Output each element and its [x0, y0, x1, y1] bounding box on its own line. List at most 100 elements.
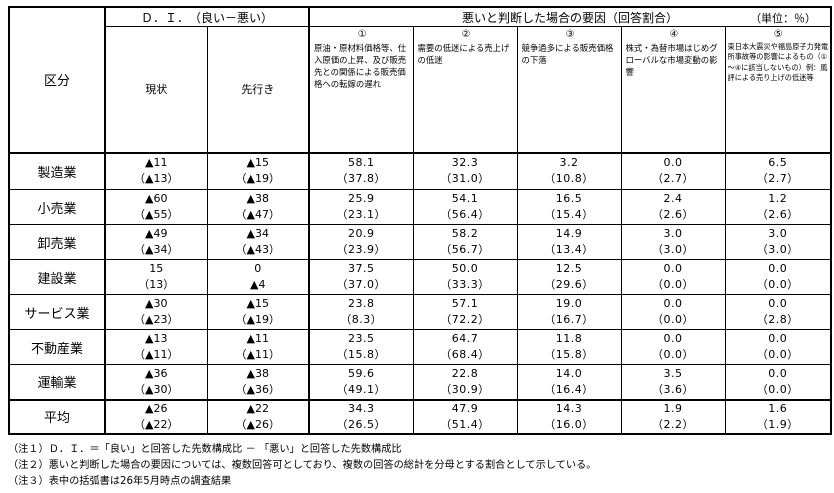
- reason-1-cell: 34.3 （26.5）: [308, 398, 414, 435]
- reason-4-number: ④: [669, 29, 679, 40]
- di-future-cell: ▲38 （▲47）: [206, 189, 310, 225]
- table-row: 小売業 ▲60 （▲55） ▲38 （▲47） 25.9 （23.1） 54.1 （56…: [8, 189, 833, 225]
- reason-1-cell: 58.1 （37.8）: [308, 151, 414, 190]
- table-row: 不動産業 ▲13 （▲11） ▲11 （▲11） 23.5 （15.8） 64.7 （6…: [8, 329, 833, 365]
- footnote-1: （注１）Ｄ．Ｉ．＝「良い」と回答した先数構成比 － 「悪い」と回答した先数構成比: [8, 444, 402, 455]
- reason-2-cell: 57.1 （72.2）: [412, 294, 518, 330]
- row-category: 製造業: [8, 151, 106, 190]
- reason-4-cell: 2.4 （2.6）: [620, 189, 726, 225]
- reason-2-cell: 47.9 （51.4）: [412, 398, 518, 435]
- di-current-cell: ▲36 （▲30）: [104, 364, 208, 400]
- reason-4-cell: 3.5 （3.6）: [620, 364, 726, 400]
- table-row: 製造業 ▲11 （▲13） ▲15 （▲19） 58.1 （37.8） 32.3 （31…: [8, 151, 833, 190]
- di-current-cell: ▲13 （▲11）: [104, 329, 208, 365]
- reason-5-number: ⑤: [773, 29, 783, 40]
- di-current-cell: ▲26 （▲22）: [104, 398, 208, 435]
- reason-1-cell: 59.6 （49.1）: [308, 364, 414, 400]
- reason-1-cell: 37.5 （37.0）: [308, 259, 414, 295]
- reason-5-label: 東日本大震災や福島原子力発電所事故等の影響によるもの（①～④に該当しないもの）例…: [727, 42, 829, 83]
- reason-3-cell: 3.2 （10.8）: [516, 151, 622, 190]
- row-category: 運輸業: [8, 364, 106, 400]
- di-future-cell: 0 ▲4: [206, 259, 310, 295]
- reason-5-header: ⑤ 東日本大震災や福島原子力発電所事故等の影響によるもの（①～④に該当しないもの…: [724, 26, 833, 153]
- table-row: 卸売業 ▲49 （▲34） ▲34 （▲43） 20.9 （23.9） 58.2 （56…: [8, 224, 833, 260]
- di-table: 区分 Ｄ．Ｉ． （良い－悪い） 悪いと判断した場合の要因（回答割合） （単位：％…: [8, 6, 833, 435]
- unit-label: （単位：％）: [750, 12, 817, 25]
- di-current-cell: ▲49 （▲34）: [104, 224, 208, 260]
- row-category: 不動産業: [8, 329, 106, 365]
- di-future-cell: ▲34 （▲43）: [206, 224, 310, 260]
- footnotes: （注１）Ｄ．Ｉ．＝「良い」と回答した先数構成比 － 「悪い」と回答した先数構成比…: [8, 442, 596, 490]
- row-category: サービス業: [8, 294, 106, 330]
- reason-3-label: 競争過多による販売価格の下落: [521, 43, 614, 65]
- reason-4-header: ④ 株式・為替市場はじめグローバルな市場変動の影響: [620, 26, 726, 153]
- category-header: 区分: [8, 6, 106, 153]
- reason-1-number: ①: [357, 29, 367, 40]
- di-current-header: 現状: [104, 26, 208, 153]
- reason-5-cell: 0.0 （0.0）: [724, 259, 833, 295]
- reason-4-cell: 1.9 （2.2）: [620, 398, 726, 435]
- reason-2-cell: 64.7 （68.4）: [412, 329, 518, 365]
- di-future-cell: ▲22 （▲26）: [206, 398, 310, 435]
- reason-2-header: ② 需要の低迷による売上げの低迷: [412, 26, 518, 153]
- reason-2-cell: 58.2 （56.7）: [412, 224, 518, 260]
- reason-3-cell: 16.5 （15.4）: [516, 189, 622, 225]
- di-current-cell: ▲30 （▲23）: [104, 294, 208, 330]
- reason-4-label: 株式・為替市場はじめグローバルな市場変動の影響: [625, 43, 718, 77]
- reason-4-cell: 0.0 （0.0）: [620, 294, 726, 330]
- reason-1-cell: 23.5 （15.8）: [308, 329, 414, 365]
- reason-3-cell: 14.9 （13.4）: [516, 224, 622, 260]
- reason-1-cell: 25.9 （23.1）: [308, 189, 414, 225]
- di-future-cell: ▲38 （▲36）: [206, 364, 310, 400]
- reason-group-title: 悪いと判断した場合の要因（回答割合）: [462, 10, 679, 25]
- reason-5-cell: 1.2 （2.6）: [724, 189, 833, 225]
- reason-5-cell: 0.0 （0.0）: [724, 329, 833, 365]
- reason-2-cell: 50.0 （33.3）: [412, 259, 518, 295]
- row-category: 卸売業: [8, 224, 106, 260]
- reason-group-header: 悪いと判断した場合の要因（回答割合） （単位：％）: [308, 6, 833, 27]
- reason-4-cell: 3.0 （3.0）: [620, 224, 726, 260]
- reason-5-cell: 0.0 （2.8）: [724, 294, 833, 330]
- reason-4-cell: 0.0 （0.0）: [620, 259, 726, 295]
- row-category: 建設業: [8, 259, 106, 295]
- reason-4-cell: 0.0 （0.0）: [620, 329, 726, 365]
- table-row: 建設業 15 （13） 0 ▲4 37.5 （37.0） 50.0 （33.3） 12.…: [8, 259, 833, 295]
- reason-2-cell: 54.1 （56.4）: [412, 189, 518, 225]
- reason-3-cell: 14.3 （16.0）: [516, 398, 622, 435]
- di-table-container: 区分 Ｄ．Ｉ． （良い－悪い） 悪いと判断した場合の要因（回答割合） （単位：％…: [8, 6, 833, 435]
- reason-3-number: ③: [565, 29, 575, 40]
- reason-2-cell: 32.3 （31.0）: [412, 151, 518, 190]
- reason-5-cell: 3.0 （3.0）: [724, 224, 833, 260]
- reason-1-cell: 23.8 （8.3）: [308, 294, 414, 330]
- reason-2-number: ②: [461, 29, 471, 40]
- reason-3-cell: 14.0 （16.4）: [516, 364, 622, 400]
- reason-3-cell: 12.5 （29.6）: [516, 259, 622, 295]
- reason-5-cell: 1.6 （1.9）: [724, 398, 833, 435]
- footnote-2: （注２）悪いと判断した場合の要因については、複数回答可としており、複数の回答の総…: [8, 460, 597, 471]
- di-current-cell: ▲60 （▲55）: [104, 189, 208, 225]
- reason-1-header: ① 原油・原材料価格等、仕入原価の上昇、及び販売先との関係による販売価格への転嫁…: [308, 26, 414, 153]
- reason-4-cell: 0.0 （2.7）: [620, 151, 726, 190]
- reason-5-cell: 6.5 （2.7）: [724, 151, 833, 190]
- footnote-3: （注３）表中の括弧書は26年5月時点の調査結果: [8, 476, 232, 487]
- di-future-cell: ▲15 （▲19）: [206, 151, 310, 190]
- di-future-cell: ▲11 （▲11）: [206, 329, 310, 365]
- reason-2-cell: 22.8 （30.9）: [412, 364, 518, 400]
- table-row: サービス業 ▲30 （▲23） ▲15 （▲19） 23.8 （8.3） 57.1 （7…: [8, 294, 833, 330]
- average-row: 平均 ▲26 （▲22） ▲22 （▲26） 34.3 （26.5） 47.9 （51.…: [8, 398, 833, 435]
- di-current-cell: 15 （13）: [104, 259, 208, 295]
- di-group-header: Ｄ．Ｉ． （良い－悪い）: [103, 6, 310, 27]
- reason-2-label: 需要の低迷による売上げの低迷: [417, 43, 510, 65]
- reason-1-label: 原油・原材料価格等、仕入原価の上昇、及び販売先との関係による販売価格への転嫁の遅…: [314, 43, 407, 89]
- di-current-cell: ▲11 （▲13）: [104, 151, 208, 190]
- row-category: 平均: [8, 398, 106, 435]
- reason-5-cell: 0.0 （0.0）: [724, 364, 833, 400]
- reason-3-cell: 11.8 （15.8）: [516, 329, 622, 365]
- reason-3-header: ③ 競争過多による販売価格の下落: [516, 26, 622, 153]
- di-future-header: 先行き: [206, 26, 310, 153]
- reason-1-cell: 20.9 （23.9）: [308, 224, 414, 260]
- di-future-cell: ▲15 （▲19）: [206, 294, 310, 330]
- reason-3-cell: 19.0 （16.7）: [516, 294, 622, 330]
- row-category: 小売業: [8, 189, 106, 225]
- table-row: 運輸業 ▲36 （▲30） ▲38 （▲36） 59.6 （49.1） 22.8 （30…: [8, 364, 833, 400]
